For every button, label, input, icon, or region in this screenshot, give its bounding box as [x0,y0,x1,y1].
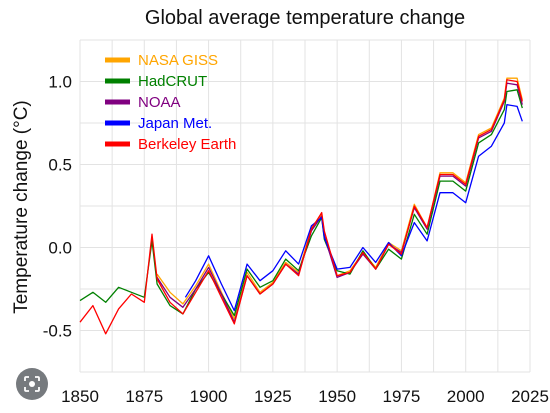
legend-entry: Japan Met. [138,115,212,132]
lens-search-icon[interactable] [16,368,48,400]
series-line [184,104,523,312]
x-tick-label: 2025 [511,387,549,406]
y-axis-label: Temperature change (°C) [11,100,32,314]
series-lines [79,77,523,335]
y-tick-label: -0.5 [43,322,72,341]
x-tick-label: 1925 [254,387,292,406]
series-line [79,79,523,335]
x-tick-label: 2000 [447,387,485,406]
legend-entry: NASA GISS [138,52,218,69]
y-tick-label: 0.0 [48,239,72,258]
legend-entry: NOAA [138,94,181,111]
y-tick-label: 0.5 [48,156,72,175]
x-tick-label: 1975 [383,387,421,406]
legend-entry: HadCRUT [138,73,207,90]
legend-entry: Berkeley Earth [138,136,236,153]
x-tick-label: 1875 [125,387,163,406]
legend: NASA GISS HadCRUT NOAA Japan Met. Berkeley E… [105,52,236,153]
x-tick-label: 1900 [190,387,228,406]
x-ticks: 1850 1875 1900 1925 1950 1975 2000 2025 [61,387,549,406]
y-tick-label: 1.0 [48,73,72,92]
series-line [79,89,523,317]
lens-glyph-icon [24,376,40,392]
y-ticks: -0.5 0.0 0.5 1.0 [43,73,72,341]
x-tick-label: 1950 [318,387,356,406]
grid [79,39,531,373]
x-tick-label: 1850 [61,387,99,406]
chart-title: Global average temperature change [145,7,465,29]
